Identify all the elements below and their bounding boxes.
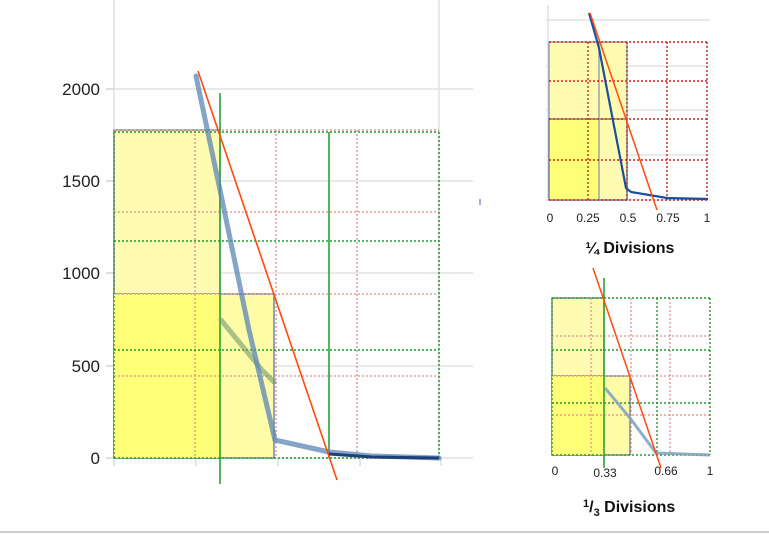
- tangent-line: [197, 70, 338, 481]
- quarter-x-tick-1: 1: [704, 211, 711, 225]
- quarter-x-tick-025: 0.25: [576, 211, 600, 225]
- third-chart: 0 0.33 0.66 1 1/3 Divisions: [551, 267, 714, 519]
- third-x-tick-066: 0.66: [654, 464, 678, 478]
- bottom-divider: [0, 531, 769, 533]
- quarter-caption: ¼ Divisions: [586, 240, 675, 257]
- y-tick-1500: 1500: [62, 172, 100, 191]
- main-chart: 2000 1500 1000 500 0: [62, 0, 473, 484]
- quarter-x-tick-075: 0.75: [656, 211, 680, 225]
- secondary-curve: [218, 317, 277, 385]
- y-tick-500: 500: [72, 357, 100, 376]
- y-tick-1000: 1000: [62, 264, 100, 283]
- stray-mark: [479, 199, 481, 205]
- quarter-x-tick-0: 0: [547, 211, 554, 225]
- quarter-chart: 0 0.25 0.5 0.75 1 ¼ Divisions: [546, 5, 711, 257]
- quarter-grid: [114, 129, 439, 458]
- third-x-tick-0: 0: [552, 464, 559, 478]
- quarter-x-tick-05: 0.5: [620, 211, 637, 225]
- y-tick-2000: 2000: [62, 80, 100, 99]
- third-x-tick-033: 0.33: [593, 466, 617, 480]
- y-tick-0: 0: [91, 449, 100, 468]
- third-x-tick-1: 1: [707, 464, 714, 478]
- third-caption: 1/3 Divisions: [583, 498, 675, 519]
